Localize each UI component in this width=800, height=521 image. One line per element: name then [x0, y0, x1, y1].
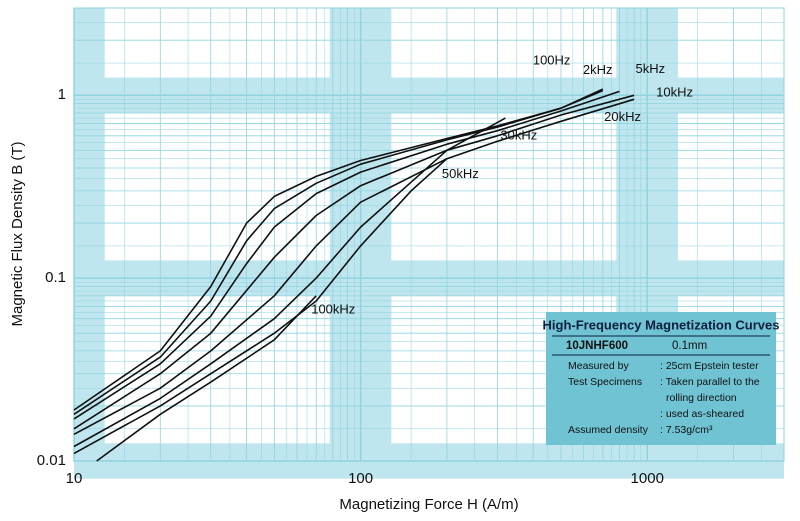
x-tick-label: 10	[66, 470, 83, 487]
box-row-text: Test Specimens	[568, 376, 642, 388]
box-row-text: Assumed density	[568, 424, 649, 436]
curve	[73, 89, 604, 415]
box-thickness: 0.1mm	[672, 340, 707, 352]
box-row-text: : 7.53g/cm³	[660, 424, 713, 436]
curve-label: 20kHz	[604, 109, 641, 124]
box-row-text: : used as-sheared	[660, 408, 744, 420]
y-tick-label: 0.1	[45, 269, 66, 286]
plot-frame	[73, 7, 785, 462]
box-row-text: : 25cm Epstein tester	[660, 360, 759, 372]
box-grade: 10JNHF600	[566, 340, 628, 352]
curve-label: 2kHz	[583, 62, 613, 77]
curve	[73, 90, 620, 420]
curve-label: 100Hz	[533, 53, 571, 68]
curve	[73, 94, 635, 430]
info-box: High-Frequency Magnetization Curves 10JNH…	[543, 312, 780, 445]
x-tick-label: 1000	[631, 470, 664, 487]
curve-label: 10kHz	[656, 85, 693, 100]
curve-label: 100kHz	[311, 301, 355, 316]
box-row-text: rolling direction	[666, 392, 737, 404]
curve-label: 50kHz	[442, 166, 479, 181]
plot-area: 10 100 1000 0.01 0.1 1 100Hz 2kHz 5kHz 10kHz 20kHz…	[37, 7, 785, 487]
grid-band	[74, 8, 105, 461]
box-row-text: Measured by	[568, 360, 629, 372]
x-tick-label: 100	[348, 470, 373, 487]
x-axis-title: Magnetizing Force H (A/m)	[339, 496, 518, 513]
curve	[73, 98, 635, 436]
curve-label: 5kHz	[635, 61, 665, 76]
box-bg	[546, 312, 776, 445]
curve	[96, 295, 317, 462]
curve-label: 30kHz	[500, 128, 537, 143]
box-title: High-Frequency Magnetization Curves	[543, 317, 780, 332]
y-axis-title: Magnetic Flux Density B (T)	[9, 141, 26, 326]
curve	[73, 117, 506, 448]
y-tick-label: 0.01	[37, 452, 66, 469]
box-row-text: : Taken parallel to the	[660, 376, 760, 388]
y-tick-label: 1	[58, 86, 66, 103]
